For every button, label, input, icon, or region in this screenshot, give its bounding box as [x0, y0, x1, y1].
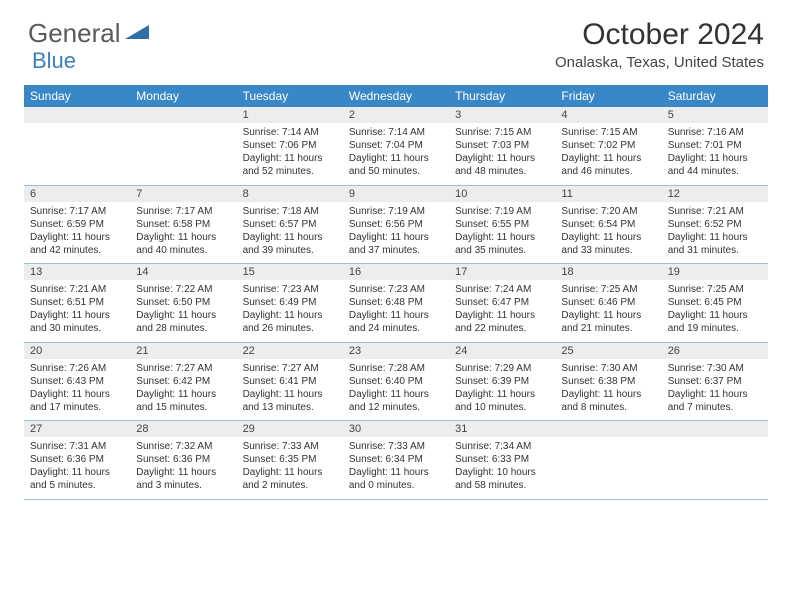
day-cell: Sunrise: 7:22 AMSunset: 6:50 PMDaylight:… — [130, 280, 236, 342]
day-number: 23 — [343, 342, 449, 359]
logo-text-2: Blue — [32, 48, 76, 74]
day-number: 25 — [555, 342, 661, 359]
day-cell: Sunrise: 7:27 AMSunset: 6:41 PMDaylight:… — [237, 359, 343, 421]
weekday-header-row: Sunday Monday Tuesday Wednesday Thursday… — [24, 85, 768, 107]
day-number: 10 — [449, 185, 555, 202]
day-cell: Sunrise: 7:33 AMSunset: 6:35 PMDaylight:… — [237, 437, 343, 499]
day-cell: Sunrise: 7:26 AMSunset: 6:43 PMDaylight:… — [24, 359, 130, 421]
calendar-body: 12345Sunrise: 7:14 AMSunset: 7:06 PMDayl… — [24, 107, 768, 499]
day-number — [662, 421, 768, 438]
month-title: October 2024 — [555, 18, 764, 52]
day-cell: Sunrise: 7:30 AMSunset: 6:38 PMDaylight:… — [555, 359, 661, 421]
day-cell: Sunrise: 7:23 AMSunset: 6:49 PMDaylight:… — [237, 280, 343, 342]
day-cell: Sunrise: 7:21 AMSunset: 6:52 PMDaylight:… — [662, 202, 768, 264]
title-block: October 2024 Onalaska, Texas, United Sta… — [555, 18, 764, 71]
day-number: 1 — [237, 107, 343, 123]
day-number: 24 — [449, 342, 555, 359]
daynum-row: 20212223242526 — [24, 342, 768, 359]
day-number: 3 — [449, 107, 555, 123]
day-cell: Sunrise: 7:14 AMSunset: 7:06 PMDaylight:… — [237, 123, 343, 185]
daynum-row: 2728293031 — [24, 421, 768, 438]
detail-row: Sunrise: 7:14 AMSunset: 7:06 PMDaylight:… — [24, 123, 768, 185]
day-number: 18 — [555, 264, 661, 281]
day-number — [555, 421, 661, 438]
day-cell: Sunrise: 7:24 AMSunset: 6:47 PMDaylight:… — [449, 280, 555, 342]
day-number: 6 — [24, 185, 130, 202]
day-number: 15 — [237, 264, 343, 281]
day-number: 31 — [449, 421, 555, 438]
day-cell: Sunrise: 7:25 AMSunset: 6:45 PMDaylight:… — [662, 280, 768, 342]
day-number: 2 — [343, 107, 449, 123]
day-number: 19 — [662, 264, 768, 281]
day-number: 13 — [24, 264, 130, 281]
day-cell: Sunrise: 7:17 AMSunset: 6:59 PMDaylight:… — [24, 202, 130, 264]
day-number — [130, 107, 236, 123]
detail-row: Sunrise: 7:26 AMSunset: 6:43 PMDaylight:… — [24, 359, 768, 421]
daynum-row: 6789101112 — [24, 185, 768, 202]
day-cell: Sunrise: 7:16 AMSunset: 7:01 PMDaylight:… — [662, 123, 768, 185]
weekday-thu: Thursday — [449, 85, 555, 107]
weekday-sat: Saturday — [662, 85, 768, 107]
day-cell — [555, 437, 661, 499]
day-cell: Sunrise: 7:34 AMSunset: 6:33 PMDaylight:… — [449, 437, 555, 499]
logo: General — [28, 18, 151, 49]
day-cell: Sunrise: 7:21 AMSunset: 6:51 PMDaylight:… — [24, 280, 130, 342]
day-number: 21 — [130, 342, 236, 359]
daynum-row: 12345 — [24, 107, 768, 123]
day-cell: Sunrise: 7:31 AMSunset: 6:36 PMDaylight:… — [24, 437, 130, 499]
day-number: 8 — [237, 185, 343, 202]
day-cell: Sunrise: 7:15 AMSunset: 7:03 PMDaylight:… — [449, 123, 555, 185]
day-cell: Sunrise: 7:28 AMSunset: 6:40 PMDaylight:… — [343, 359, 449, 421]
day-cell: Sunrise: 7:15 AMSunset: 7:02 PMDaylight:… — [555, 123, 661, 185]
header: General October 2024 Onalaska, Texas, Un… — [0, 0, 792, 79]
detail-row: Sunrise: 7:17 AMSunset: 6:59 PMDaylight:… — [24, 202, 768, 264]
day-cell — [130, 123, 236, 185]
day-cell: Sunrise: 7:17 AMSunset: 6:58 PMDaylight:… — [130, 202, 236, 264]
day-number: 26 — [662, 342, 768, 359]
location-text: Onalaska, Texas, United States — [555, 54, 764, 71]
day-cell: Sunrise: 7:23 AMSunset: 6:48 PMDaylight:… — [343, 280, 449, 342]
day-number: 14 — [130, 264, 236, 281]
calendar-table: Sunday Monday Tuesday Wednesday Thursday… — [24, 85, 768, 500]
day-number — [24, 107, 130, 123]
weekday-mon: Monday — [130, 85, 236, 107]
weekday-tue: Tuesday — [237, 85, 343, 107]
day-cell: Sunrise: 7:19 AMSunset: 6:56 PMDaylight:… — [343, 202, 449, 264]
day-number: 17 — [449, 264, 555, 281]
day-cell: Sunrise: 7:19 AMSunset: 6:55 PMDaylight:… — [449, 202, 555, 264]
day-cell: Sunrise: 7:29 AMSunset: 6:39 PMDaylight:… — [449, 359, 555, 421]
day-number: 5 — [662, 107, 768, 123]
detail-row: Sunrise: 7:21 AMSunset: 6:51 PMDaylight:… — [24, 280, 768, 342]
weekday-sun: Sunday — [24, 85, 130, 107]
daynum-row: 13141516171819 — [24, 264, 768, 281]
day-cell: Sunrise: 7:25 AMSunset: 6:46 PMDaylight:… — [555, 280, 661, 342]
logo-text-1: General — [28, 18, 121, 49]
day-number: 12 — [662, 185, 768, 202]
day-number: 27 — [24, 421, 130, 438]
day-number: 28 — [130, 421, 236, 438]
day-number: 30 — [343, 421, 449, 438]
day-cell: Sunrise: 7:20 AMSunset: 6:54 PMDaylight:… — [555, 202, 661, 264]
weekday-fri: Friday — [555, 85, 661, 107]
day-cell: Sunrise: 7:33 AMSunset: 6:34 PMDaylight:… — [343, 437, 449, 499]
day-number: 29 — [237, 421, 343, 438]
day-number: 4 — [555, 107, 661, 123]
detail-row: Sunrise: 7:31 AMSunset: 6:36 PMDaylight:… — [24, 437, 768, 499]
day-number: 22 — [237, 342, 343, 359]
logo-triangle-icon — [125, 25, 151, 43]
day-cell: Sunrise: 7:14 AMSunset: 7:04 PMDaylight:… — [343, 123, 449, 185]
day-cell: Sunrise: 7:18 AMSunset: 6:57 PMDaylight:… — [237, 202, 343, 264]
day-cell: Sunrise: 7:27 AMSunset: 6:42 PMDaylight:… — [130, 359, 236, 421]
day-number: 11 — [555, 185, 661, 202]
day-cell: Sunrise: 7:32 AMSunset: 6:36 PMDaylight:… — [130, 437, 236, 499]
day-cell — [24, 123, 130, 185]
day-cell: Sunrise: 7:30 AMSunset: 6:37 PMDaylight:… — [662, 359, 768, 421]
day-number: 9 — [343, 185, 449, 202]
day-number: 16 — [343, 264, 449, 281]
weekday-wed: Wednesday — [343, 85, 449, 107]
day-cell — [662, 437, 768, 499]
day-number: 7 — [130, 185, 236, 202]
day-number: 20 — [24, 342, 130, 359]
